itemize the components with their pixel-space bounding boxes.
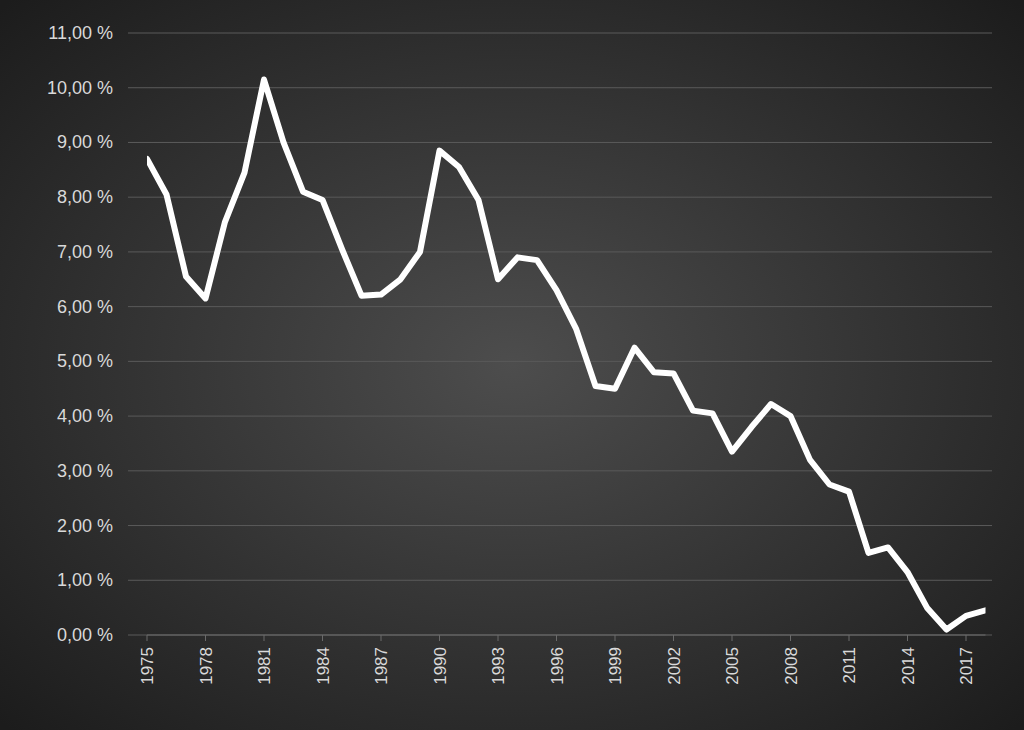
- x-tick: [264, 635, 265, 641]
- grid-line: [128, 361, 992, 362]
- y-tick-label: 6,00 %: [57, 297, 113, 317]
- y-tick-label: 5,00 %: [57, 351, 113, 371]
- x-tick-label: 1993: [489, 647, 508, 685]
- y-tick-label: 2,00 %: [57, 516, 113, 536]
- x-tick: [381, 635, 382, 641]
- plot-area: [147, 80, 986, 630]
- y-tick-label: 7,00 %: [57, 242, 113, 262]
- x-tick: [790, 635, 791, 641]
- x-tick-label: 2017: [957, 647, 976, 685]
- y-tick-label: 1,00 %: [57, 570, 113, 590]
- x-tick: [966, 635, 967, 641]
- y-tick-label: 11,00 %: [48, 23, 113, 43]
- x-tick-label: 1978: [197, 647, 216, 685]
- grid-line: [128, 33, 992, 34]
- x-tick-label: 2005: [723, 647, 742, 685]
- x-tick: [498, 635, 499, 641]
- y-tick-label: 3,00 %: [57, 461, 113, 481]
- x-tick: [673, 635, 674, 641]
- x-tick-label: 1999: [606, 647, 625, 685]
- grid-line: [128, 580, 992, 581]
- grid-line: [128, 306, 992, 307]
- x-tick-label: 1984: [314, 647, 333, 685]
- x-tick: [732, 635, 733, 641]
- x-tick-label: 1990: [431, 647, 450, 685]
- x-tick-label: 1981: [255, 647, 274, 685]
- x-tick: [205, 635, 206, 641]
- x-tick: [907, 635, 908, 641]
- x-axis-line: [147, 635, 986, 636]
- x-tick: [615, 635, 616, 641]
- grid-line: [128, 197, 992, 198]
- y-tick-label: 4,00 %: [57, 406, 113, 426]
- x-tick: [439, 635, 440, 641]
- x-axis: 1975 1978 1981 1984 1987 1990 1993 1996 1999 2002…: [138, 635, 976, 685]
- x-tick-label: 1975: [138, 647, 157, 685]
- data-line: [147, 80, 986, 630]
- x-tick-label: 2002: [665, 647, 684, 685]
- grid-line: [128, 251, 992, 252]
- grid-line: [128, 635, 992, 636]
- y-tick-label: 10,00 %: [47, 78, 113, 98]
- x-tick-label: 1996: [548, 647, 567, 685]
- background: [0, 0, 1024, 730]
- grid-line: [128, 470, 992, 471]
- y-axis: 0,00 % 1,00 % 2,00 % 3,00 % 4,00 % 5,00 % 6,00…: [47, 23, 992, 645]
- y-tick-label: 8,00 %: [57, 187, 113, 207]
- y-tick-label: 9,00 %: [57, 132, 113, 152]
- x-tick-label: 1987: [372, 647, 391, 685]
- chart: 0,00 % 1,00 % 2,00 % 3,00 % 4,00 % 5,00 % 6,00…: [0, 0, 1024, 730]
- grid-line: [128, 142, 992, 143]
- x-tick-label: 2014: [899, 647, 918, 685]
- y-tick-label: 0,00 %: [57, 625, 113, 645]
- grid-line: [128, 416, 992, 417]
- x-tick-label: 2008: [782, 647, 801, 685]
- x-tick: [556, 635, 557, 641]
- grid-line: [128, 87, 992, 88]
- x-tick: [147, 635, 148, 641]
- x-tick: [322, 635, 323, 641]
- x-tick: [849, 635, 850, 641]
- x-tick-label: 2011: [840, 647, 859, 684]
